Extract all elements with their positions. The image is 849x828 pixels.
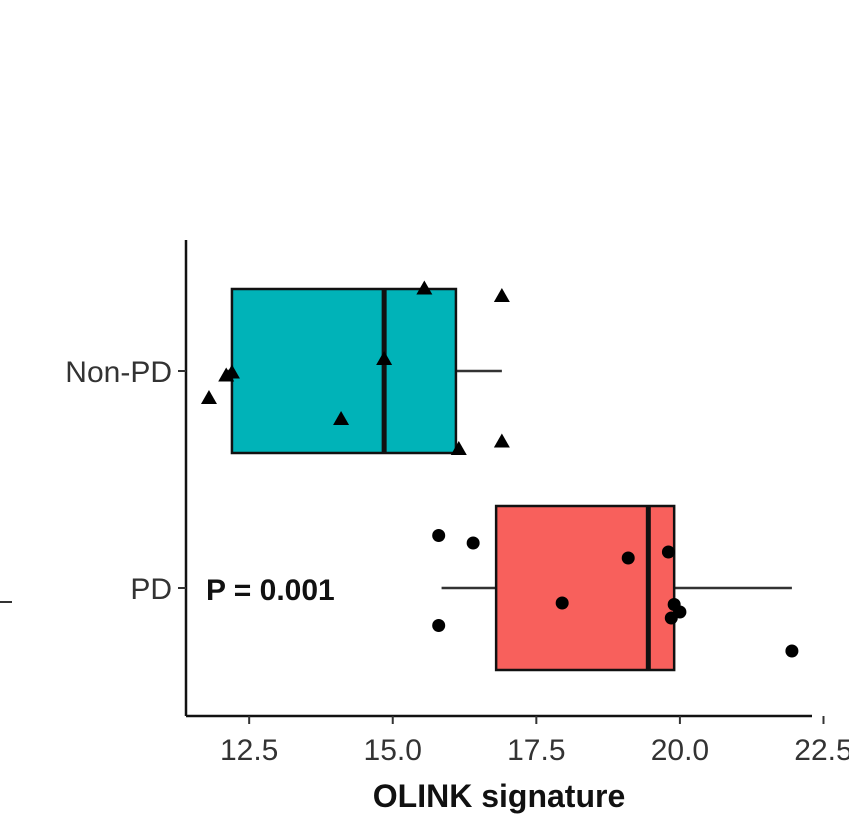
y-tick-label-pd: PD: [130, 573, 172, 606]
data-point-pd: [432, 619, 446, 632]
boxes-layer: [226, 287, 792, 672]
y-tick-label-non-pd: Non-PD: [65, 356, 172, 389]
axes-layer: 12.5 15.0 17.5 20.0 22.5 Non-PD PD: [0, 240, 849, 767]
data-point-non-pd: [493, 433, 510, 448]
box-non-pd: [230, 287, 458, 455]
x-tick-label: 22.5: [794, 734, 849, 767]
data-point-non-pd: [333, 411, 350, 425]
data-point-non-pd: [493, 288, 510, 302]
points-layer: [200, 280, 799, 658]
data-point-pd: [466, 536, 480, 550]
data-point-pd: [555, 596, 569, 610]
data-point-pd: [621, 551, 635, 565]
data-point-pd: [785, 644, 799, 658]
p-value-annotation: P = 0.001: [206, 574, 335, 607]
x-axis-title: OLINK signature: [373, 778, 625, 814]
data-point-non-pd: [223, 364, 240, 379]
data-point-non-pd: [376, 351, 393, 365]
data-point-non-pd: [200, 390, 217, 404]
data-point-pd: [661, 545, 675, 559]
data-point-non-pd: [416, 280, 433, 295]
data-point-pd: [432, 529, 446, 542]
x-tick-label: 15.0: [364, 734, 422, 767]
box-pd: [494, 504, 676, 672]
data-point-pd: [673, 605, 687, 619]
data-point-non-pd: [450, 441, 467, 455]
x-tick-label: 17.5: [507, 734, 565, 767]
x-tick-label: 20.0: [651, 734, 709, 767]
x-tick-label: 12.5: [220, 734, 278, 767]
